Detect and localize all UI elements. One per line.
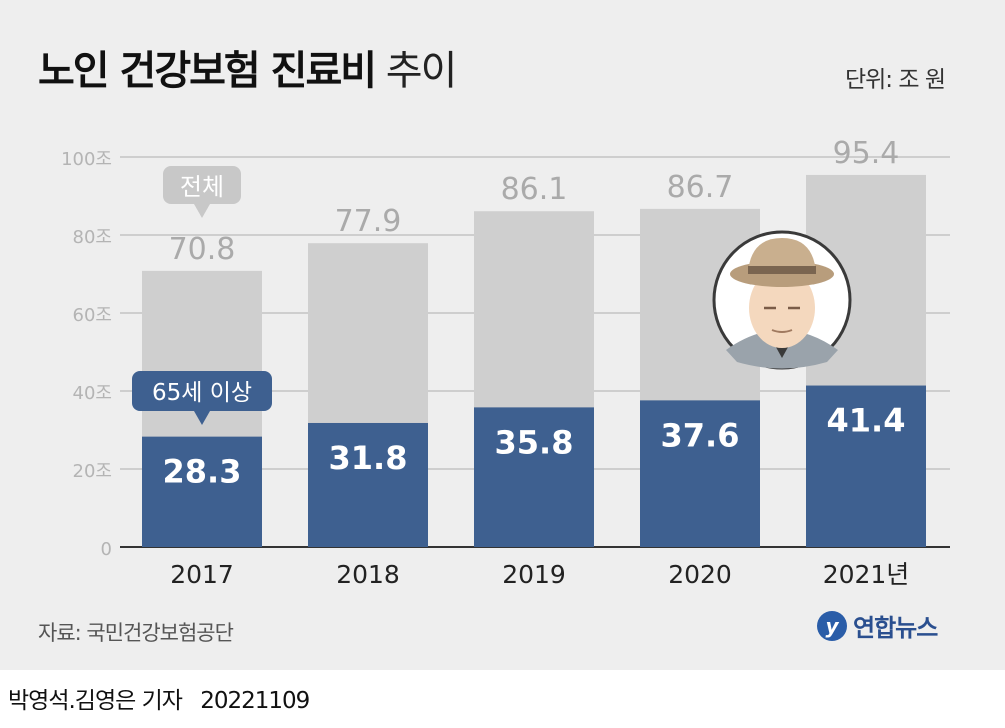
callout-senior-box: [132, 371, 272, 411]
byline: 박영석.김영은 기자 20221109: [8, 681, 310, 715]
data-label-total: 95.4: [833, 136, 900, 171]
yonhap-logo: y 연합뉴스: [817, 608, 938, 643]
callout-senior-pointer: [194, 411, 210, 425]
data-label-senior: 41.4: [827, 402, 906, 440]
y-tick-label: 60조: [73, 305, 112, 326]
portrait-hat-crown: [748, 238, 816, 274]
source-label: 자료: 국민건강보험공단: [38, 621, 234, 645]
y-tick-label: 0: [101, 539, 112, 560]
callout-total-box: [163, 166, 241, 204]
data-label-total: 70.8: [169, 232, 236, 267]
y-tick-label: 100조: [61, 149, 112, 170]
callout-total-pointer: [194, 204, 210, 218]
bar-senior: [806, 385, 926, 547]
bar-chart: 0 20조 40조 60조 80조 100조 70.8 28.3 2017 77.9 31.8 201…: [61, 136, 950, 589]
data-label-total: 86.7: [667, 170, 734, 205]
byline-date: 20221109: [200, 688, 310, 714]
y-tick-label: 20조: [73, 461, 112, 482]
bar-senior: [640, 400, 760, 547]
bar-senior: [474, 407, 594, 547]
title-light: 추이: [385, 48, 458, 94]
data-label-senior: 37.6: [661, 416, 740, 454]
bar-senior: [142, 436, 262, 547]
data-label-total: 86.1: [501, 172, 568, 207]
byline-author: 박영석.김영은 기자: [8, 688, 183, 714]
x-tick-label: 2021년: [823, 560, 910, 589]
x-tick-label: 2019: [502, 560, 566, 589]
callout-senior-label: 65세 이상: [152, 380, 252, 406]
yonhap-logo-icon: y: [817, 610, 847, 641]
data-label-senior: 31.8: [329, 439, 408, 477]
y-tick-label: 80조: [73, 227, 112, 248]
infographic-card: 노인 건강보험 진료비 추이 단위: 조 원 0 20조 40조 60조 80조 100조…: [0, 0, 1005, 670]
x-tick-label: 2020: [668, 560, 732, 589]
elderly-man-icon: [712, 230, 852, 370]
title-bold: 노인 건강보험 진료비: [38, 48, 377, 94]
portrait-mouth: [771, 329, 793, 333]
unit-label: 단위: 조 원: [844, 67, 946, 93]
y-tick-label: 40조: [73, 383, 112, 404]
yonhap-logo-text: 연합뉴스: [853, 614, 938, 642]
x-tick-label: 2017: [170, 560, 234, 589]
data-label-senior: 28.3: [163, 453, 242, 491]
callout-total-label: 전체: [180, 173, 224, 201]
x-tick-label: 2018: [336, 560, 400, 589]
data-label-total: 77.9: [335, 204, 402, 239]
portrait-face: [749, 268, 815, 348]
bar-senior: [308, 422, 428, 547]
chart-title: 노인 건강보험 진료비 추이: [38, 38, 458, 96]
portrait-hat-band: [748, 266, 816, 274]
data-label-senior: 35.8: [495, 423, 574, 461]
